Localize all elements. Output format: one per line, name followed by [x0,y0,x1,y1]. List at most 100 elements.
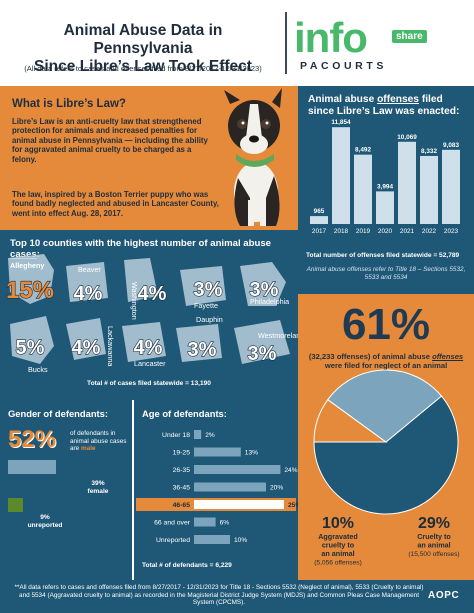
offense-bar-2020 [376,191,394,224]
offenses-panel: Animal abuse offenses filed since Libre’… [298,86,474,294]
county-shape-allegheny [8,254,54,304]
neglect-description: (32,233 offenses) of animal abuse offens… [306,352,466,370]
county-label-beaver: Beaver [78,265,101,274]
offense-bar-2019 [354,154,372,224]
county-shape-washington [124,258,158,302]
age-category-5: 66 and over [154,520,191,527]
female-percent: 39% [91,480,105,487]
unreported-bar [8,498,24,512]
county-label-dauphin: Dauphin [196,315,223,324]
boston-terrier-icon [224,88,282,226]
libre-paragraph-1: Libre’s Law is an anti-cruelty law that … [12,117,208,164]
age-value-6: 10% [234,537,247,544]
pie-label-text-0-0: Aggravated [318,532,358,541]
age-category-0: Under 18 [162,432,190,439]
neglect-panel: 61% (32,233 offenses) of animal abuse of… [298,294,474,580]
county-percent-lancaster: 4% [134,337,163,359]
pie-slice-0 [313,395,459,515]
offenses-heading: Animal abuse offenses filed since Libre’… [308,94,468,118]
offense-value-2018: 11,854 [331,119,351,126]
pie-label-text-1-1: an animal [417,541,450,550]
offense-year-2021: 2021 [400,228,415,235]
county-label-philadelphia: Philadelphia [250,297,289,306]
libre-law-panel: What is Libre’s Law? Libre’s Law is an a… [0,86,298,230]
age-bar-3 [194,482,266,492]
county-percent-beaver: 4% [74,283,103,305]
county-shape-fayette [180,266,226,306]
counties-heading-post: : [36,249,40,260]
county-shape-westmoreland [234,320,290,364]
counties-total: Total # of cases filed statewide = 13,19… [87,380,211,387]
age-bar-1 [194,447,241,457]
county-label-lackawanna: Lackawanna [106,326,115,366]
county-percent-fayette: 3% [194,279,223,301]
age-bar-0 [194,430,202,439]
infoshare-logo: info share PACOURTS [294,16,464,76]
county-shape-dauphin [176,324,222,362]
age-category-1: 19-25 [173,450,191,457]
county-label-lancaster: Lancaster [134,359,166,368]
footer-note: **All data refers to cases and offenses … [14,584,424,607]
age-category-2: 26-35 [173,467,191,474]
offenses-note: Animal abuse offenses refer to Title 18 … [306,266,466,281]
neglect-text-post: were filed for neglect of an animal [324,361,448,370]
pie-label-percent-1: 29% [418,515,450,532]
age-bar-4 [194,500,284,509]
counties-heading: Top 10 counties with the highest number … [10,238,298,260]
logo-pacourts-text: PACOURTS [300,60,387,72]
neglect-text-pre: (32,233 offenses) of animal abuse [308,352,433,361]
male-text-bold: male [81,445,96,453]
counties-panel: Top 10 counties with the highest number … [0,230,298,400]
county-shape-philadelphia [240,262,286,306]
county-shape-beaver [66,262,108,302]
pie-label-sub-0: (5,056 offenses) [314,560,362,567]
age-value-1: 13% [245,450,258,457]
age-category-3: 36-45 [173,485,191,492]
county-percent-lackawanna: 4% [72,337,101,359]
age-value-3: 20% [270,485,283,492]
county-percent-dauphin: 3% [188,339,217,361]
county-percent-bucks: 5% [16,337,45,359]
age-value-4: 25% [288,502,298,509]
male-percent: 52% [8,426,57,453]
pie-slice-2 [327,369,443,443]
offense-value-2020: 3,994 [377,183,393,190]
county-label-allegheny: Allegheny [10,261,44,270]
county-percent-westmoreland: 3% [248,343,277,365]
offense-value-2021: 10,069 [397,134,417,141]
page-title: Animal Abuse Data in Pennsylvania Since … [12,22,274,76]
age-panel: Age of defendants: Under 18 2% 19-25 13% 26-… [132,400,298,580]
female-bar [8,460,56,474]
offenses-heading-pre: Animal abuse [308,94,378,105]
offense-year-2022: 2022 [422,228,437,235]
offense-value-2017: 965 [314,208,325,215]
age-heading: Age of defendants: [142,408,227,419]
offense-year-2019: 2019 [356,228,371,235]
libre-heading: What is Libre’s Law? [12,98,126,110]
page-subtitle: (All data refers to cases and offenses f… [24,64,262,73]
age-total: Total # of defendants = 6,229 [142,562,232,569]
libre-paragraph-2: The law, inspired by a Boston Terrier pu… [12,190,219,218]
pie-label-text-0-2: an animal [321,549,354,558]
county-label-westmoreland: Westmoreland [258,331,298,340]
county-shape-lancaster [122,322,166,362]
neglect-text-underlined: offenses [432,352,464,361]
county-percent-allegheny: 15% [6,277,54,304]
female-label: 39% female [70,480,126,496]
county-label-fayette: Fayette [194,301,218,310]
pie-label-sub-1: (15,500 offenses) [408,551,459,558]
offense-bar-2017 [310,216,328,224]
age-value-0: 2% [205,432,215,439]
offenses-heading-underlined: offenses [377,94,419,105]
unreported-label: 9% unreported [8,514,82,530]
offense-value-2019: 8,492 [355,147,371,154]
offenses-by-year-chart: 965 2017 11,854 2018 8,492 2019 3,994 2020 10,06… [310,119,460,235]
age-value-2: 24% [284,467,297,474]
offense-value-2022: 8,332 [421,148,437,155]
age-bar-5 [194,517,216,527]
offense-bar-2023 [442,149,460,224]
counties-heading-pre: Top 10 counties with the highest number … [10,238,272,249]
aopc-logo: AOPC [428,590,460,601]
